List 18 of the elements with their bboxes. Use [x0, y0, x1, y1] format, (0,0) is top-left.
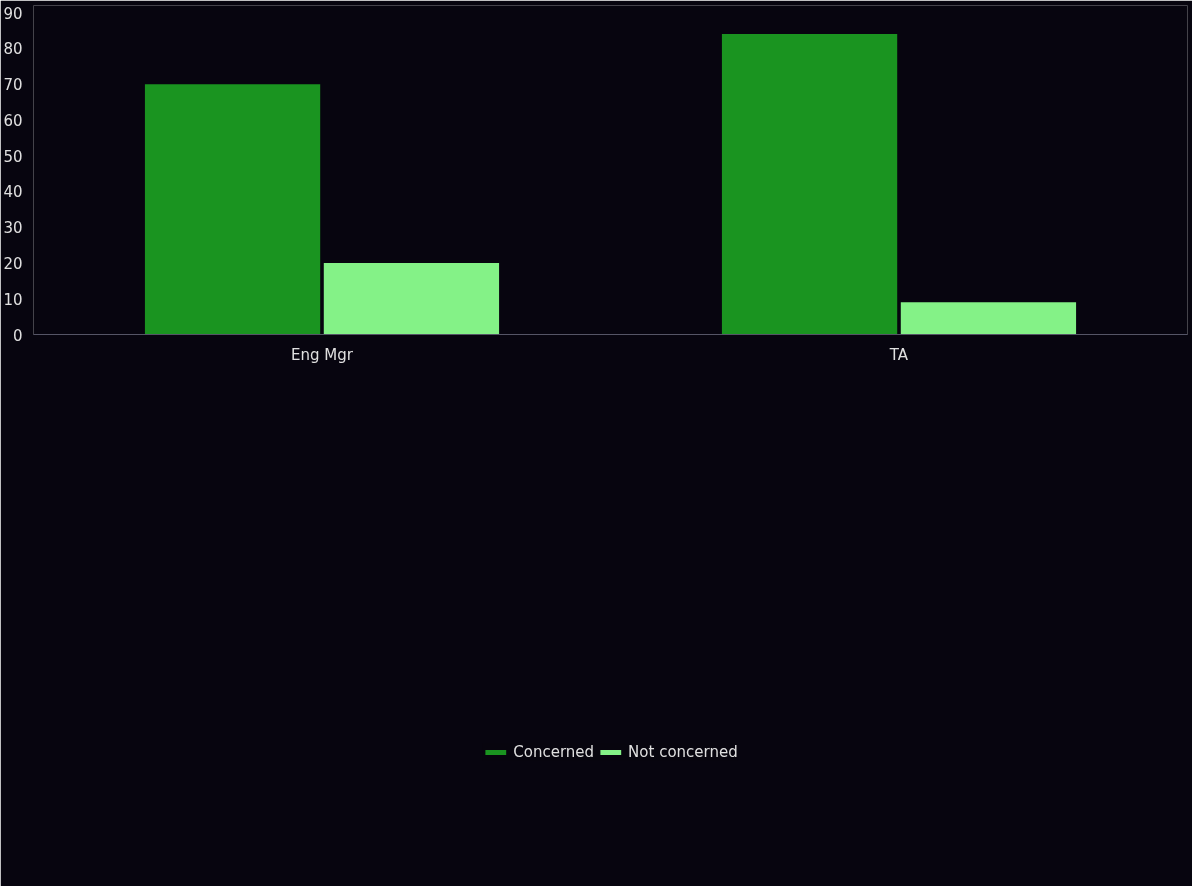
y-tick-label: 60 — [3, 111, 23, 130]
y-tick-label: 10 — [3, 290, 23, 309]
x-tick-label: TA — [888, 345, 909, 364]
bar — [900, 302, 1077, 335]
x-tick-label: Eng Mgr — [291, 345, 354, 364]
y-tick-label: 70 — [3, 76, 23, 95]
y-tick-label: 50 — [3, 147, 23, 166]
bar — [144, 84, 321, 335]
y-tick-label: 90 — [3, 4, 23, 23]
y-tick-label: 0 — [12, 326, 23, 345]
legend-label: Concerned — [513, 742, 595, 761]
legend-label: Not concerned — [628, 742, 738, 761]
y-tick-label: 40 — [3, 183, 23, 202]
bar — [721, 34, 898, 335]
y-tick-label: 30 — [3, 219, 23, 238]
bar — [323, 262, 500, 335]
y-tick-label: 80 — [3, 40, 23, 59]
y-tick-label: 20 — [3, 254, 23, 273]
